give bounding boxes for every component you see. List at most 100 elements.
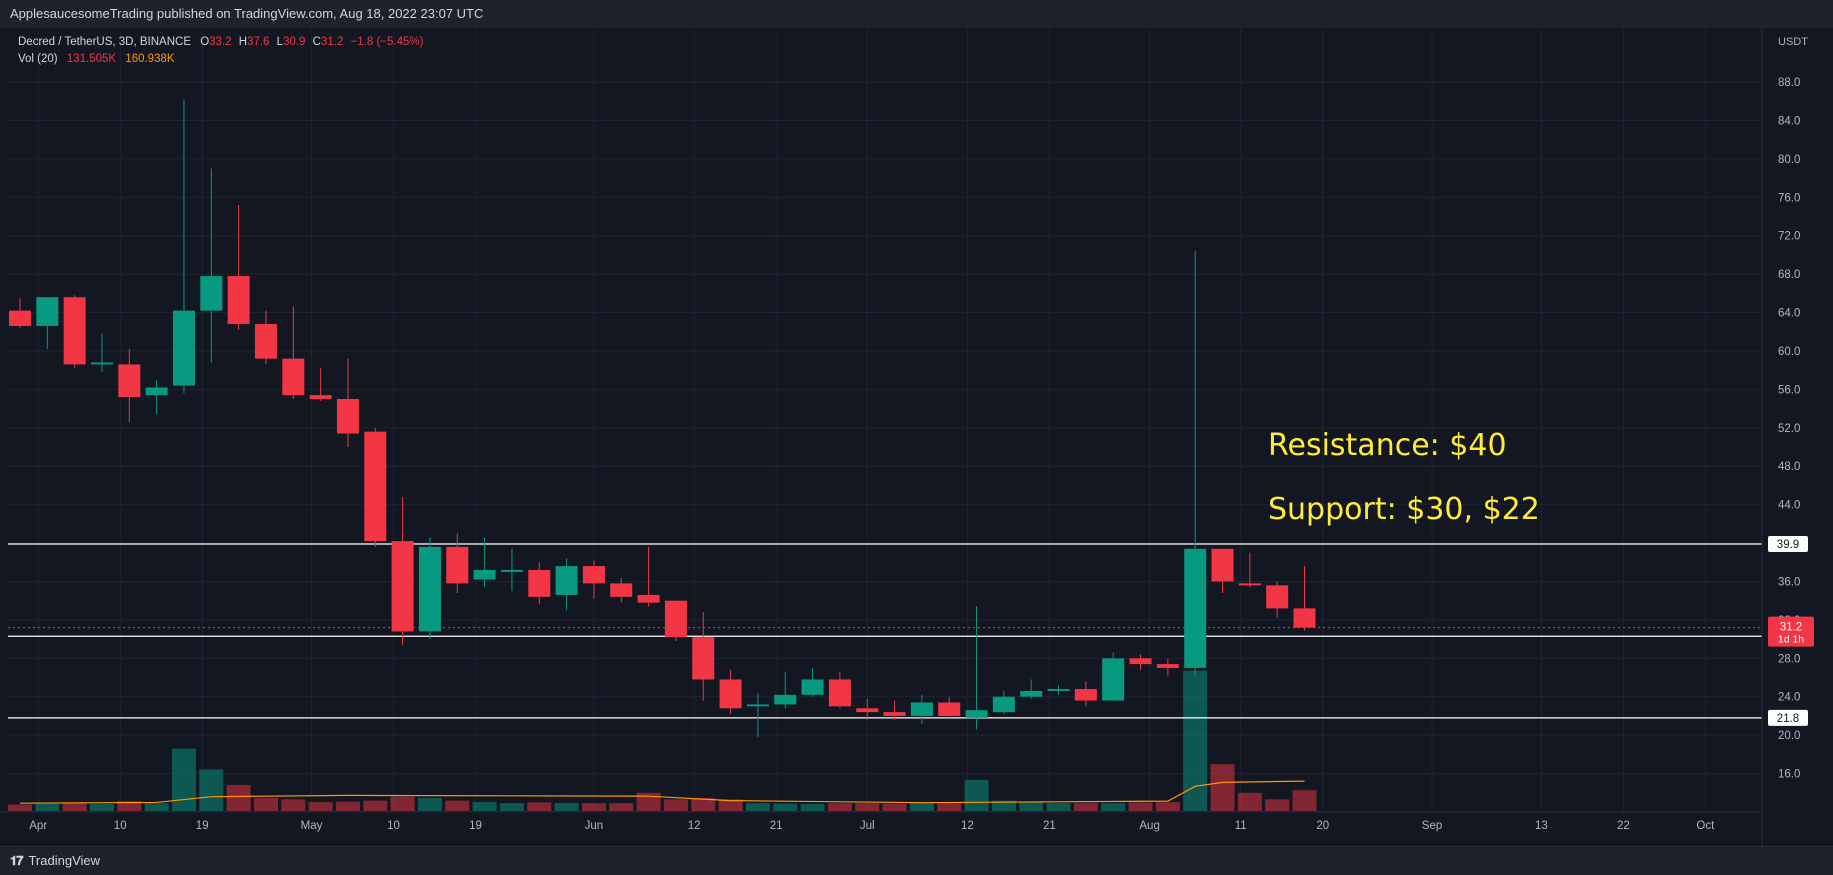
high-label: H (238, 36, 248, 48)
price-tick-label: 44.0 (1778, 500, 1800, 512)
volume-bar (1183, 670, 1208, 811)
candle-body (774, 694, 797, 705)
candle-body (801, 679, 824, 695)
volume-bar (745, 803, 770, 811)
candle-body (746, 704, 769, 707)
volume-bar (281, 799, 306, 811)
volume-bar (445, 800, 470, 811)
candle-body (610, 583, 633, 597)
time-tick-label: 21 (1043, 820, 1056, 832)
price-tick-label: 88.0 (1778, 77, 1800, 89)
price-line-label-box (1768, 536, 1808, 553)
volume-bar (472, 801, 497, 811)
candle (1156, 658, 1179, 676)
candle (1184, 251, 1207, 676)
time-tick-label: 22 (1617, 820, 1630, 832)
candle (90, 333, 113, 373)
volume-label: Vol (20) (18, 53, 58, 65)
candle-body (1184, 548, 1207, 668)
volume-ma-polyline (19, 780, 1305, 804)
candle-body (500, 569, 523, 572)
volume-bar (663, 799, 688, 811)
time-tick-label: 12 (961, 820, 974, 832)
published-text: ApplesaucesomeTrading published on Tradi… (10, 6, 484, 21)
volume-bar (1073, 803, 1098, 811)
volume-bar (991, 800, 1016, 811)
price-tick-label: 68.0 (1778, 269, 1800, 281)
resistance-annotation[interactable]: Resistance: $40 (1268, 428, 1507, 463)
volume-bar (89, 803, 114, 811)
candle (1129, 654, 1152, 670)
volume-bar (1265, 799, 1290, 811)
volume-bar (35, 803, 60, 811)
price-tick-label: 84.0 (1778, 115, 1800, 127)
candle (118, 349, 141, 423)
candle-body (309, 395, 332, 399)
volume-bar (773, 803, 798, 811)
horizontal-lines (8, 543, 1762, 719)
candle-body (473, 569, 496, 580)
candle-body (992, 696, 1015, 713)
volume-bar (117, 801, 142, 811)
candle-body (1238, 583, 1261, 586)
footer-bar: 𝟏𝟕 TradingView (0, 846, 1833, 875)
candle (719, 669, 742, 715)
candle-body (828, 679, 851, 707)
volume-bar (8, 804, 32, 811)
price-axis-background (1762, 28, 1833, 846)
candle (364, 427, 387, 547)
candle (200, 168, 223, 363)
volume-bars (8, 670, 1317, 811)
price-tick-label: 56.0 (1778, 384, 1800, 396)
last-price-label: 31.2 (1780, 622, 1802, 634)
volume-bar (335, 801, 360, 811)
volume-bar (62, 802, 87, 811)
price-unit-label: USDT (1778, 36, 1808, 48)
candle-body (664, 600, 687, 638)
candle-body (883, 712, 906, 716)
time-tick-label: 21 (770, 820, 783, 832)
time-tick-label: 11 (1235, 820, 1247, 832)
volume-bar (1292, 790, 1317, 811)
volume-value: 131.505K (66, 53, 117, 65)
time-tick-label: 12 (688, 820, 701, 832)
time-tick-label: Apr (29, 820, 47, 832)
time-tick-label: Aug (1139, 820, 1159, 832)
candle-body (555, 566, 578, 595)
support-annotation[interactable]: Support: $30, $22 (1268, 492, 1540, 527)
candle (418, 537, 441, 640)
price-tick-label: 16.0 (1778, 769, 1800, 781)
price-tick-label: 36.0 (1778, 576, 1800, 588)
candle-body (1129, 658, 1152, 665)
volume-bar (1155, 802, 1180, 811)
candle (1238, 552, 1261, 588)
candle-body (90, 362, 113, 365)
candle (992, 690, 1015, 715)
candle (446, 533, 469, 594)
volume-bar (390, 796, 415, 811)
candle-body (1102, 658, 1125, 701)
candle (336, 358, 359, 448)
price-chart[interactable]: 16.020.024.028.032.036.040.044.048.052.0… (0, 0, 1833, 846)
price-line-label-box (1768, 709, 1808, 726)
candle (938, 696, 961, 718)
candle-body (719, 679, 742, 709)
close-value: 31.2 (320, 36, 344, 48)
tradingview-brand[interactable]: 𝟏𝟕 TradingView (10, 847, 100, 875)
price-axis: 16.020.024.028.032.036.040.044.048.052.0… (1761, 28, 1833, 846)
candle (528, 562, 551, 605)
candle (1047, 685, 1070, 695)
candle (692, 612, 715, 701)
candle-body (692, 637, 715, 680)
candle-body (336, 398, 359, 434)
time-tick-label: 19 (469, 820, 482, 832)
candle-body (528, 569, 551, 597)
open-label: O (200, 36, 210, 48)
candle-body (227, 276, 250, 325)
time-tick-label: 20 (1316, 820, 1329, 832)
candle-body (9, 310, 31, 326)
candle (282, 306, 305, 399)
time-tick-label: May (301, 820, 323, 832)
volume-bar (718, 799, 743, 811)
price-tick-label: 60.0 (1778, 346, 1800, 358)
